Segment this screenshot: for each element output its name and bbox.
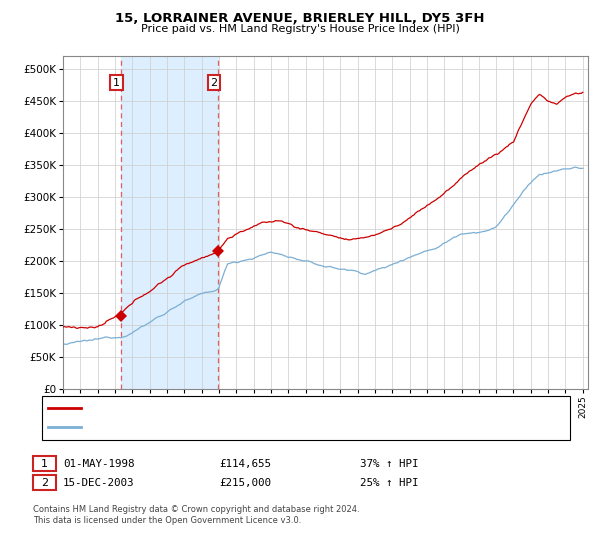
Text: 15, LORRAINER AVENUE, BRIERLEY HILL, DY5 3FH: 15, LORRAINER AVENUE, BRIERLEY HILL, DY5… xyxy=(115,12,485,25)
Text: 1: 1 xyxy=(41,459,48,469)
Text: 37% ↑ HPI: 37% ↑ HPI xyxy=(360,459,419,469)
Text: 1: 1 xyxy=(113,78,120,88)
Text: £114,655: £114,655 xyxy=(219,459,271,469)
Text: 15, LORRAINER AVENUE, BRIERLEY HILL, DY5 3FH (detached house): 15, LORRAINER AVENUE, BRIERLEY HILL, DY5… xyxy=(85,403,422,413)
Text: Contains HM Land Registry data © Crown copyright and database right 2024.
This d: Contains HM Land Registry data © Crown c… xyxy=(33,505,359,525)
Text: £215,000: £215,000 xyxy=(219,478,271,488)
Text: 2: 2 xyxy=(211,78,217,88)
Text: 01-MAY-1998: 01-MAY-1998 xyxy=(63,459,134,469)
Bar xyxy=(121,56,218,389)
Text: 15-DEC-2003: 15-DEC-2003 xyxy=(63,478,134,488)
Text: HPI: Average price, detached house, Dudley: HPI: Average price, detached house, Dudl… xyxy=(85,422,305,432)
Text: 2: 2 xyxy=(41,478,48,488)
Text: 25% ↑ HPI: 25% ↑ HPI xyxy=(360,478,419,488)
Text: Price paid vs. HM Land Registry's House Price Index (HPI): Price paid vs. HM Land Registry's House … xyxy=(140,24,460,34)
